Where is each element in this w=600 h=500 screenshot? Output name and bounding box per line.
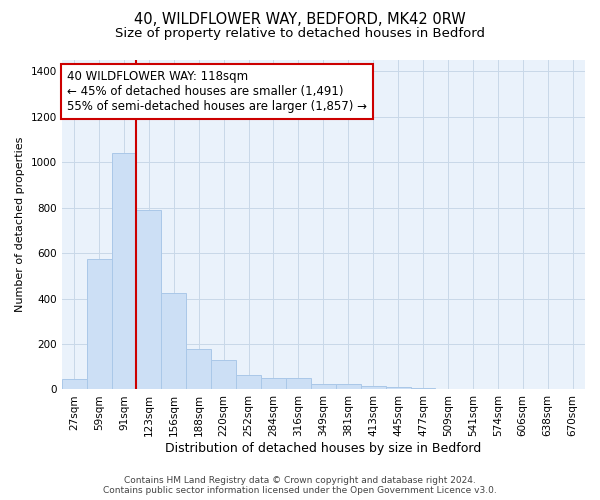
Text: 40, WILDFLOWER WAY, BEDFORD, MK42 0RW: 40, WILDFLOWER WAY, BEDFORD, MK42 0RW xyxy=(134,12,466,28)
Bar xyxy=(361,386,386,390)
Bar xyxy=(112,152,136,390)
Bar xyxy=(286,378,311,390)
Bar xyxy=(311,384,336,390)
Bar xyxy=(136,210,161,390)
Y-axis label: Number of detached properties: Number of detached properties xyxy=(15,137,25,312)
Bar xyxy=(386,386,410,390)
Text: Contains HM Land Registry data © Crown copyright and database right 2024.
Contai: Contains HM Land Registry data © Crown c… xyxy=(103,476,497,495)
X-axis label: Distribution of detached houses by size in Bedford: Distribution of detached houses by size … xyxy=(165,442,481,455)
Bar xyxy=(410,388,436,390)
Bar xyxy=(86,260,112,390)
Bar xyxy=(186,348,211,390)
Bar xyxy=(62,379,86,390)
Bar xyxy=(336,384,361,390)
Text: Size of property relative to detached houses in Bedford: Size of property relative to detached ho… xyxy=(115,28,485,40)
Bar xyxy=(211,360,236,390)
Bar xyxy=(261,378,286,390)
Bar xyxy=(161,293,186,390)
Text: 40 WILDFLOWER WAY: 118sqm
← 45% of detached houses are smaller (1,491)
55% of se: 40 WILDFLOWER WAY: 118sqm ← 45% of detac… xyxy=(67,70,367,113)
Bar xyxy=(236,375,261,390)
